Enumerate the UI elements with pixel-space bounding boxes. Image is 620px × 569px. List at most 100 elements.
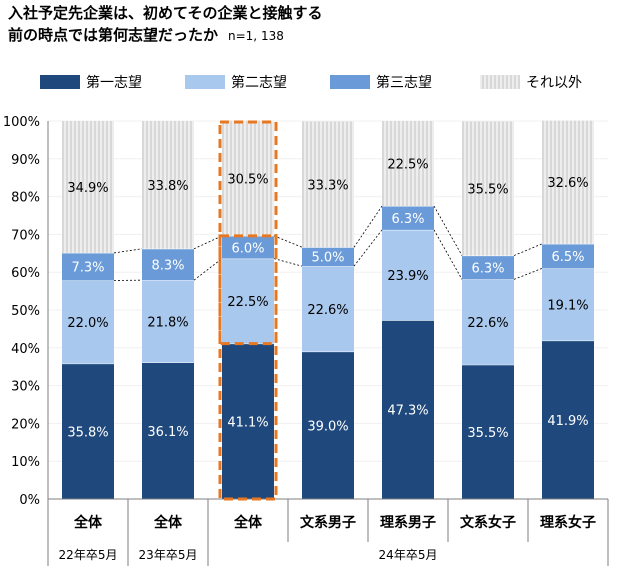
bar-segment-first xyxy=(462,364,514,499)
bar-segment-third xyxy=(142,248,194,281)
data-label-other: 33.3% xyxy=(307,178,348,193)
data-label-other: 32.6% xyxy=(547,176,588,191)
legend-item-first: 第一志望 xyxy=(40,72,142,92)
highlight-box-inner xyxy=(218,234,278,346)
legend-item-third: 第三志望 xyxy=(330,72,432,92)
x-category-label: 全体 xyxy=(153,514,183,531)
data-label-third: 6.3% xyxy=(471,261,504,276)
bar-segment-first xyxy=(302,351,354,499)
data-label-third: 6.5% xyxy=(551,250,584,265)
y-tick-label: 70% xyxy=(11,228,40,243)
legend: 第一志望 第二志望 第三志望 それ以外 xyxy=(40,72,620,92)
legend-label-third: 第三志望 xyxy=(376,75,432,91)
legend-swatch-third xyxy=(330,75,370,89)
x-group-label: 22年卒5月 xyxy=(59,548,118,562)
x-category-label: 文系女子 xyxy=(460,514,516,531)
y-tick-label: 60% xyxy=(11,266,40,281)
x-category-label: 文系男子 xyxy=(300,514,356,531)
bar-segment-second xyxy=(142,280,194,363)
y-tick-label: 50% xyxy=(11,304,40,319)
x-category-label: 全体 xyxy=(233,514,263,531)
legend-swatch-first xyxy=(40,75,80,89)
data-label-second: 22.6% xyxy=(307,303,348,318)
bar-segment-other xyxy=(142,121,194,249)
y-tick-label: 20% xyxy=(11,417,40,432)
data-label-first: 47.3% xyxy=(387,404,428,419)
legend-label-other: それ以外 xyxy=(526,75,582,91)
bar-segment-third xyxy=(62,252,114,281)
chart-title-line2: 前の時点では第何志望だったか n=1, 138 xyxy=(8,25,284,46)
bar-segment-second xyxy=(302,266,354,352)
bar-segment-first xyxy=(62,363,114,499)
bar-segment-first xyxy=(382,320,434,499)
connector-line xyxy=(513,268,543,280)
data-label-other: 22.5% xyxy=(387,158,428,173)
x-group-label: 23年卒5月 xyxy=(139,548,198,562)
bar-segment-second xyxy=(62,280,114,364)
y-tick-label: 10% xyxy=(11,455,40,470)
x-category-label: 全体 xyxy=(73,514,103,531)
chart-title-text: 前の時点では第何志望だったか xyxy=(8,26,219,44)
legend-swatch-second xyxy=(185,75,225,89)
data-label-second: 22.0% xyxy=(67,316,108,331)
data-label-third: 6.0% xyxy=(231,241,264,256)
y-tick-label: 40% xyxy=(11,342,40,357)
bar-segment-first xyxy=(142,362,194,499)
bar-segment-other xyxy=(542,120,594,244)
bar-segment-other xyxy=(462,121,514,256)
x-category-label: 理系女子 xyxy=(540,514,596,531)
bar-segment-first xyxy=(222,343,274,499)
data-label-first: 36.1% xyxy=(147,425,188,440)
connector-line xyxy=(513,243,543,256)
bar-segment-third xyxy=(302,247,354,267)
bar-segment-first xyxy=(542,340,594,499)
data-label-second: 22.5% xyxy=(227,295,268,310)
bar-segment-third xyxy=(542,243,594,269)
chart-title-line1: 入社予定先企業は、初めてその企業と接触する xyxy=(8,4,323,22)
x-category-label: 理系男子 xyxy=(380,514,436,531)
data-label-third: 8.3% xyxy=(151,258,184,273)
legend-label-first: 第一志望 xyxy=(86,75,142,91)
bar-segment-third xyxy=(382,206,434,230)
legend-item-other: それ以外 xyxy=(480,72,582,92)
data-label-other: 33.8% xyxy=(147,179,188,194)
connector-line xyxy=(353,229,383,267)
legend-swatch-other xyxy=(480,75,520,89)
connector-line xyxy=(193,235,223,250)
connector-line xyxy=(433,229,463,280)
connector-line xyxy=(353,205,383,248)
bar-segment-second xyxy=(222,258,274,344)
bar-segment-other xyxy=(302,121,354,248)
bar-segment-second xyxy=(382,229,434,321)
y-tick-label: 80% xyxy=(11,191,40,206)
connector-line xyxy=(273,258,303,267)
data-label-second: 21.8% xyxy=(147,315,188,330)
data-label-first: 41.9% xyxy=(547,414,588,429)
bar-segment-second xyxy=(542,268,594,341)
data-label-first: 35.8% xyxy=(67,425,108,440)
data-label-third: 7.3% xyxy=(71,261,104,276)
bar-segment-other xyxy=(382,121,434,207)
y-tick-label: 0% xyxy=(19,493,40,508)
data-label-first: 41.1% xyxy=(227,415,268,430)
connector-line xyxy=(273,235,303,248)
data-label-third: 6.3% xyxy=(391,212,424,227)
sample-size: n=1, 138 xyxy=(228,29,284,43)
connector-line xyxy=(193,258,223,281)
data-label-first: 35.5% xyxy=(467,426,508,441)
bar-segment-third xyxy=(462,255,514,280)
connector-line xyxy=(433,205,463,256)
bar-segment-third xyxy=(222,235,274,259)
connector-line xyxy=(113,248,143,254)
bar-segment-other xyxy=(222,120,274,236)
data-label-second: 19.1% xyxy=(547,299,588,314)
x-group-label: 24年卒5月 xyxy=(379,548,438,562)
y-tick-label: 100% xyxy=(3,115,40,130)
data-label-second: 23.9% xyxy=(387,269,428,284)
data-label-other: 34.9% xyxy=(67,181,108,196)
data-label-third: 5.0% xyxy=(311,251,344,266)
y-tick-label: 30% xyxy=(11,380,40,395)
data-label-second: 22.6% xyxy=(467,316,508,331)
y-tick-label: 90% xyxy=(11,153,40,168)
data-label-other: 35.5% xyxy=(467,182,508,197)
